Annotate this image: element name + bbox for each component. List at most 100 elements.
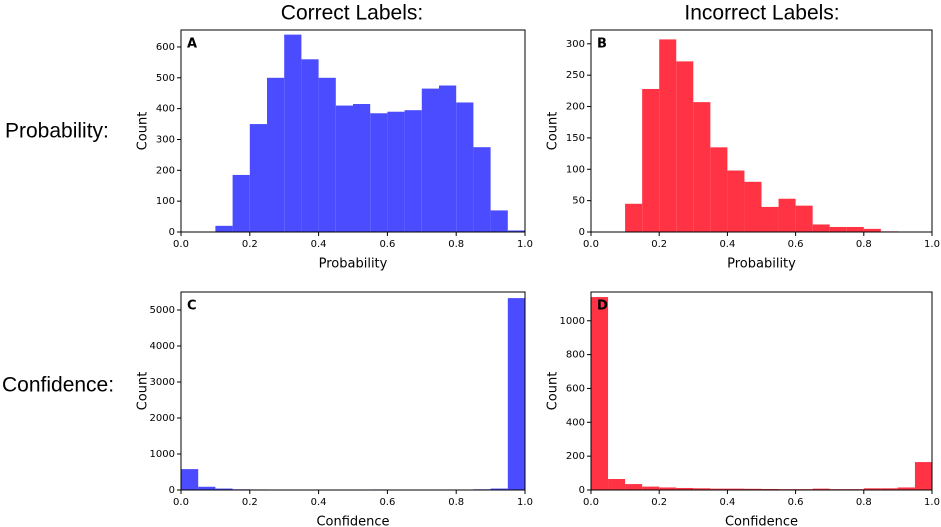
bar	[215, 225, 233, 232]
y-axis-label: Count	[546, 112, 561, 151]
bar	[778, 198, 796, 232]
bar	[249, 124, 267, 232]
x-tick-label: 0.4	[311, 497, 327, 508]
bar	[387, 111, 405, 232]
bar	[710, 488, 728, 490]
y-axis-label: Count	[136, 372, 151, 411]
bar	[761, 206, 779, 232]
x-tick-label: 1.0	[517, 497, 533, 508]
y-tick-label: 0	[579, 485, 585, 496]
plot-frame	[180, 29, 526, 233]
bar	[914, 462, 932, 490]
x-tick-label: 0.4	[719, 497, 735, 508]
bar	[795, 205, 813, 232]
x-tick-label: 0.6	[379, 497, 395, 508]
bar	[608, 479, 626, 490]
y-tick-label: 100	[566, 164, 585, 175]
bar	[744, 488, 762, 490]
panel-label: D	[597, 299, 608, 314]
bar	[693, 488, 711, 490]
bar	[404, 110, 422, 232]
bar	[353, 104, 371, 232]
y-tick-label: 600	[156, 42, 175, 53]
y-tick-label: 150	[566, 133, 585, 144]
bar	[863, 488, 881, 490]
bar	[370, 113, 388, 232]
bar	[693, 102, 711, 233]
row-title: Confidence:	[2, 374, 114, 397]
x-axis-label: Probability	[727, 257, 796, 272]
y-tick-label: 2000	[150, 413, 175, 424]
bar	[439, 85, 457, 233]
y-tick-label: 50	[572, 196, 585, 207]
x-tick-label: 0.2	[242, 497, 258, 508]
x-tick-label: 0.8	[856, 497, 872, 508]
bar	[473, 147, 491, 232]
y-tick-label: 3000	[150, 377, 175, 388]
plot-frame	[180, 291, 526, 491]
bar	[642, 88, 660, 233]
bar	[232, 174, 250, 232]
y-tick-label: 400	[156, 104, 175, 115]
x-tick-label: 1.0	[924, 497, 940, 508]
bar	[456, 102, 474, 232]
bar	[181, 469, 199, 490]
bar	[659, 487, 677, 490]
panel-label: B	[597, 37, 607, 52]
x-tick-label: 0.8	[448, 239, 464, 250]
y-tick-label: 4000	[150, 341, 175, 352]
bar	[335, 105, 353, 232]
y-tick-label: 200	[566, 102, 585, 113]
x-axis-label: Confidence	[316, 515, 389, 527]
plot-frame	[590, 29, 933, 233]
y-tick-label: 5000	[150, 305, 175, 316]
bar	[267, 77, 285, 232]
x-tick-label: 1.0	[924, 239, 940, 250]
bar	[846, 226, 864, 232]
bar	[507, 230, 525, 232]
bar	[659, 39, 677, 232]
y-tick-label: 0	[169, 485, 175, 496]
bar	[727, 488, 745, 490]
y-tick-label: 0	[579, 227, 585, 238]
bar	[421, 88, 439, 232]
x-axis-label: Confidence	[725, 515, 798, 527]
y-axis-label: Count	[546, 372, 561, 411]
bar	[490, 210, 508, 232]
plot-frame	[590, 291, 933, 491]
x-tick-label: 0.6	[788, 497, 804, 508]
x-tick-label: 0.0	[583, 497, 599, 508]
bar	[880, 488, 898, 490]
bar	[642, 486, 660, 490]
column-title: Incorrect Labels:	[684, 2, 839, 25]
y-tick-label: 500	[156, 73, 175, 84]
x-tick-label: 0.2	[242, 239, 258, 250]
x-tick-label: 0.4	[719, 239, 735, 250]
x-tick-label: 0.0	[583, 239, 599, 250]
x-tick-label: 1.0	[517, 239, 533, 250]
panel: 0.0 0.2 0.4 0.6 0.8 1.0 0 50 100 150 200 250 300 Prob…	[546, 29, 940, 272]
bar	[625, 484, 643, 490]
y-tick-label: 600	[566, 383, 585, 394]
y-axis-label: Count	[136, 112, 151, 151]
y-tick-label: 400	[566, 417, 585, 428]
bar	[198, 486, 216, 490]
bar	[897, 487, 915, 490]
x-tick-label: 0.2	[651, 497, 667, 508]
panel-label: A	[187, 37, 197, 52]
y-tick-label: 200	[156, 165, 175, 176]
bar	[676, 61, 694, 233]
x-tick-label: 0.8	[856, 239, 872, 250]
bar	[490, 488, 508, 490]
bar	[863, 228, 881, 232]
y-tick-label: 800	[566, 350, 585, 361]
bar	[744, 181, 762, 232]
row-title: Probability:	[5, 120, 109, 143]
panel: 0.0 0.2 0.4 0.6 0.8 1.0 0 1000 2000 3000 4000 5000 C…	[136, 291, 533, 527]
x-tick-label: 0.4	[311, 239, 327, 250]
bar	[318, 77, 336, 232]
bar	[710, 147, 728, 232]
x-tick-label: 0.6	[379, 239, 395, 250]
x-tick-label: 0.6	[788, 239, 804, 250]
panel-label: C	[187, 299, 197, 314]
